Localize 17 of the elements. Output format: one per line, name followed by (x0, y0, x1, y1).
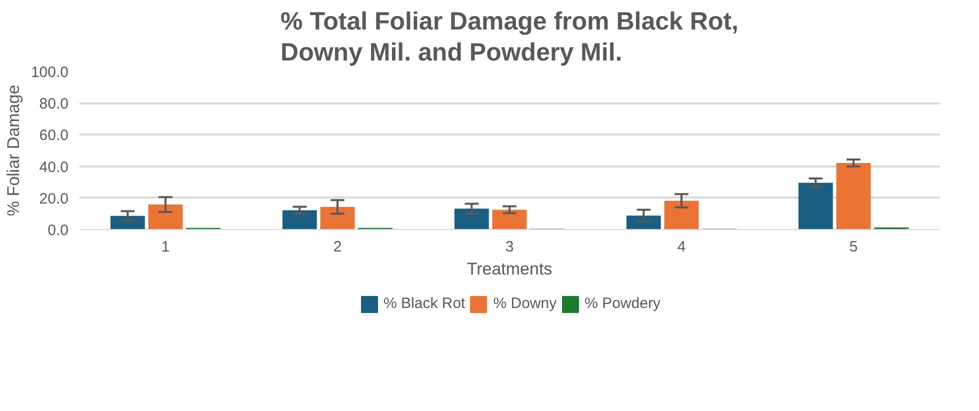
x-axis-title: Treatments (466, 260, 552, 278)
y-tick-label: 20.0 (39, 190, 69, 208)
y-tick-label: 40.0 (39, 158, 69, 176)
legend-label: % Black Rot (384, 295, 466, 312)
chart-title: % Total Foliar Damage from Black Rot, Downy Mil. and Powdery Mil. (280, 8, 738, 66)
x-tick-label: 3 (505, 238, 514, 256)
x-tick-label: 2 (333, 238, 342, 256)
y-tick-label: 80.0 (39, 96, 69, 113)
x-tick-label: 4 (677, 238, 686, 256)
y-tick-label: 60.0 (39, 127, 69, 144)
x-tick-label: 5 (849, 238, 858, 256)
legend-label: % Downy (493, 295, 557, 312)
legend-label: % Powdery (584, 295, 660, 312)
y-tick-label: 100.0 (30, 64, 69, 81)
y-axis-title: % Foliar Damage (4, 84, 23, 216)
x-tick-label: 1 (161, 238, 170, 256)
y-tick-label: 0.0 (48, 222, 69, 239)
